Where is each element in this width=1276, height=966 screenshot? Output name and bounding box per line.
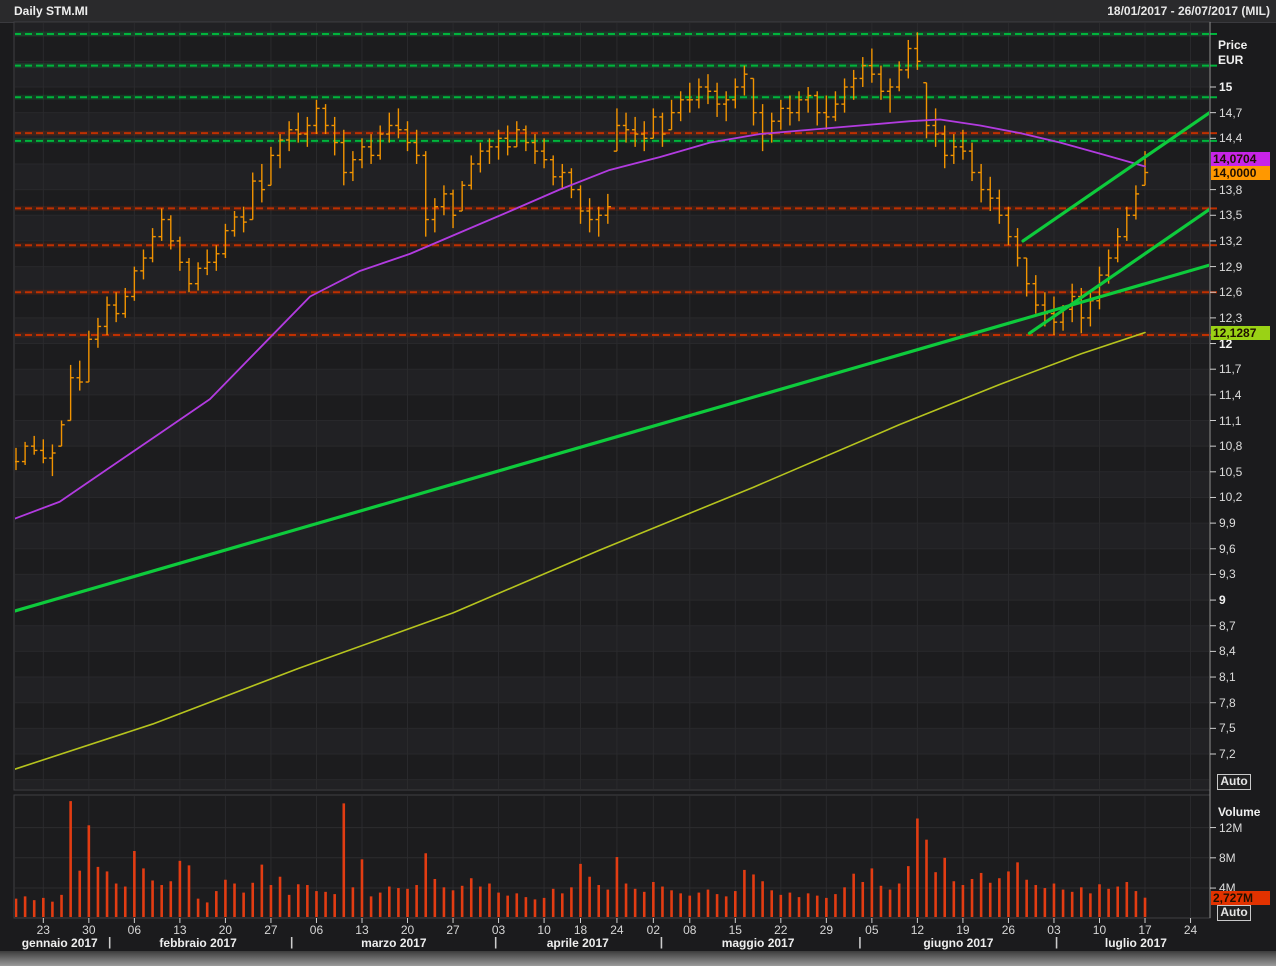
date-tick-label: 10 [1092, 923, 1107, 937]
price-tick-label: 8,4 [1219, 644, 1236, 659]
price-tick-label: 13,2 [1219, 233, 1243, 248]
window-bottom-edge [0, 951, 1276, 966]
price-tick-label: 14,4 [1219, 131, 1243, 146]
price-tick-label: 12 [1219, 336, 1233, 351]
month-label: gennaio 2017 [21, 936, 98, 950]
date-tick-label: 22 [774, 923, 788, 937]
price-tick-label: 11,4 [1219, 387, 1242, 402]
month-label: giugno 2017 [923, 936, 994, 950]
date-tick-label: 24 [1183, 923, 1198, 937]
date-tick-label: 13 [173, 923, 187, 937]
price-tick-label: 15 [1219, 80, 1233, 94]
month-label: febbraio 2017 [159, 936, 237, 950]
price-tick-label: 13,8 [1219, 182, 1243, 197]
price-tick-label: 7,8 [1219, 695, 1236, 710]
month-separator: | [494, 935, 498, 949]
month-label: luglio 2017 [1104, 936, 1167, 950]
date-tick-label: 13 [355, 923, 369, 937]
month-label: maggio 2017 [721, 936, 795, 950]
date-tick-label: 24 [610, 923, 624, 937]
volume-tick-label: 12M [1219, 820, 1243, 835]
price-tick-label: 7,2 [1219, 747, 1236, 761]
date-tick-label: 17 [1138, 923, 1152, 937]
price-axis-title-line2: EUR [1218, 53, 1244, 67]
date-tick-label: 05 [865, 923, 879, 937]
date-tick-label: 03 [1047, 923, 1061, 937]
date-range-label: 18/01/2017 - 26/07/2017 (MIL) [1107, 4, 1270, 18]
price-tick-label: 10,2 [1219, 490, 1243, 505]
price-tick-label: 11,7 [1219, 362, 1242, 377]
price-tick-label: 9 [1219, 593, 1226, 608]
price-tick-label: 9,3 [1219, 567, 1236, 582]
price-tick-label: 12,6 [1219, 285, 1243, 300]
last-volume-badge: 2,727M [1211, 890, 1270, 905]
date-tick-label: 26 [1001, 923, 1016, 937]
date-tick-label: 02 [646, 923, 661, 937]
date-tick-label: 19 [956, 923, 970, 937]
date-tick-label: 06 [127, 923, 142, 937]
date-tick-label: 03 [491, 923, 506, 937]
price-axis-title-line1: Price [1218, 38, 1248, 52]
page-title: Daily STM.MI [14, 4, 89, 18]
date-tick-label: 10 [537, 923, 551, 937]
month-separator: | [858, 935, 862, 949]
price-tick-label: 9,6 [1219, 541, 1236, 556]
date-tick-label: 27 [446, 923, 460, 937]
price-tick-label: 12,9 [1219, 259, 1243, 274]
date-tick-label: 12 [910, 923, 925, 937]
price-tick-label: 7,5 [1219, 721, 1236, 736]
month-label: marzo 2017 [361, 936, 427, 950]
date-tick-label: 08 [683, 923, 697, 937]
yellow-ma-value-badge: 12,1287 [1211, 325, 1270, 340]
price-tick-label: 10,5 [1219, 464, 1243, 479]
price-tick-label: 13,5 [1219, 208, 1243, 223]
month-separator: | [1054, 935, 1059, 949]
date-tick-label: 27 [264, 923, 278, 937]
price-tick-label: 11,1 [1219, 413, 1242, 428]
date-tick-label: 18 [573, 923, 588, 937]
volume-axis-title: Volume [1218, 805, 1261, 819]
month-separator: | [107, 935, 112, 949]
price-tick-label: 10,8 [1219, 439, 1243, 454]
month-separator: | [290, 935, 294, 949]
date-tick-label: 29 [819, 923, 834, 937]
last-price-badge: 14,0000 [1211, 165, 1270, 180]
date-tick-label: 30 [82, 923, 96, 937]
price-tick-label: 14,7 [1219, 105, 1243, 120]
volume-tick-label: 8M [1219, 850, 1236, 865]
price-axis-title: Price EUR [1218, 38, 1247, 68]
price-scale-auto-button[interactable]: Auto [1217, 774, 1251, 790]
date-tick-label: 06 [309, 923, 324, 937]
price-tick-label: 12,3 [1219, 310, 1243, 325]
date-tick-label: 20 [400, 923, 415, 937]
purple-ma-value-badge: 14,0704 [1211, 151, 1270, 166]
price-tick-label: 8,7 [1219, 618, 1236, 633]
price-tick-label: 8,1 [1219, 670, 1236, 685]
price-tick-label: 9,9 [1219, 516, 1236, 531]
month-separator: | [659, 935, 664, 949]
date-tick-label: 15 [728, 923, 742, 937]
date-tick-label: 23 [36, 923, 50, 937]
date-tick-label: 20 [218, 923, 233, 937]
volume-scale-auto-button[interactable]: Auto [1217, 905, 1251, 921]
month-label: aprile 2017 [546, 936, 609, 950]
